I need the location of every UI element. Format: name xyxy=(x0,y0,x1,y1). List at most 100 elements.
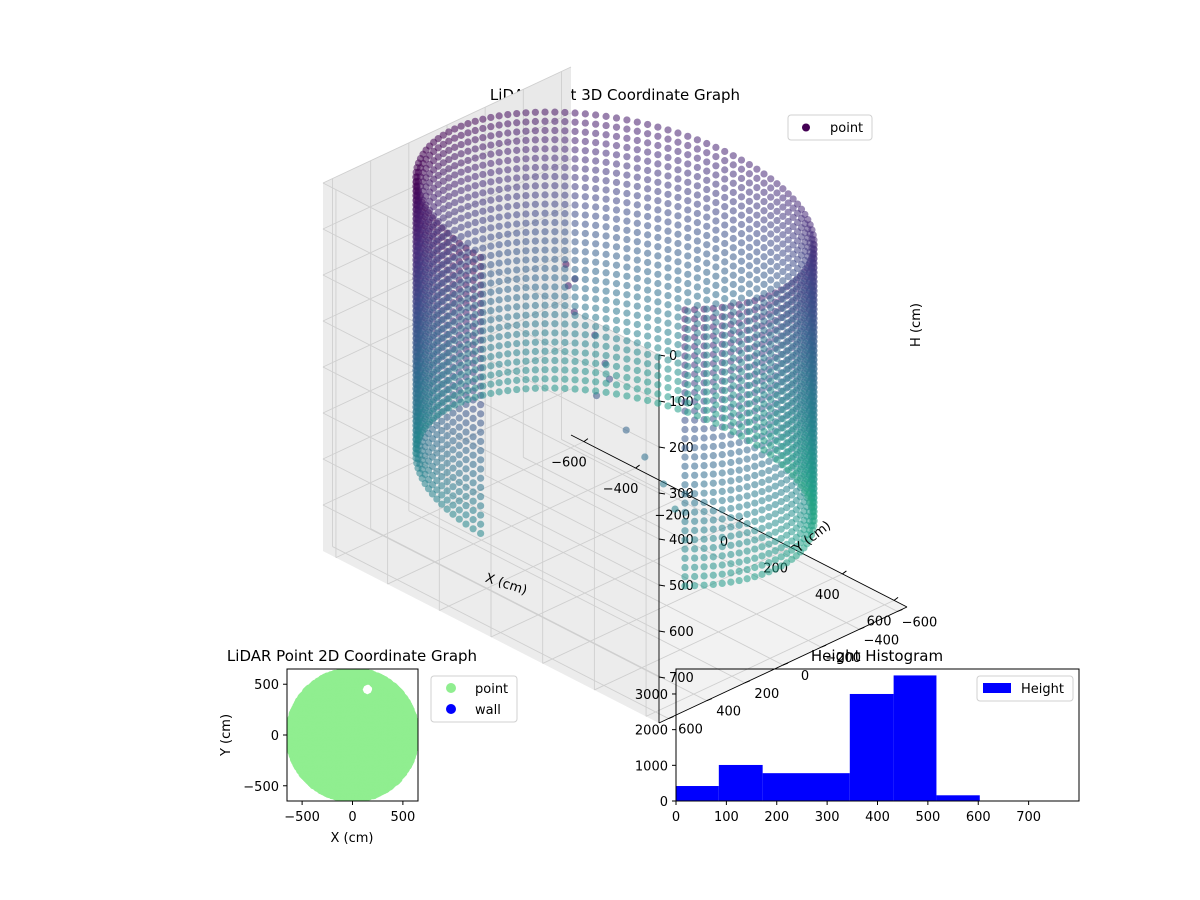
point-3d xyxy=(779,350,787,358)
point-3d xyxy=(729,253,737,261)
point-3d xyxy=(581,377,589,385)
point-3d xyxy=(729,271,737,279)
point-3d xyxy=(758,570,766,578)
point-3d xyxy=(504,304,512,312)
point-3d xyxy=(721,423,729,432)
point-3d xyxy=(471,172,479,181)
point-3d xyxy=(495,204,503,212)
point-3d xyxy=(767,221,775,229)
point-3d xyxy=(602,186,610,194)
point-3d xyxy=(445,155,453,164)
point-3d xyxy=(561,292,569,301)
point-3d xyxy=(451,217,459,225)
point-3d xyxy=(471,218,479,227)
point-3d xyxy=(773,437,781,445)
point-3d xyxy=(709,562,717,570)
point-3d xyxy=(789,222,797,231)
point-3d xyxy=(504,322,512,330)
point-3d xyxy=(477,456,485,464)
point-3d xyxy=(767,405,775,413)
point-3d xyxy=(581,331,589,339)
point-3d xyxy=(531,283,539,291)
point-3d xyxy=(612,215,621,223)
point-3d xyxy=(745,335,753,343)
point-3d xyxy=(644,369,652,377)
point-3d xyxy=(581,367,589,376)
point-3d xyxy=(438,463,446,471)
point-3d xyxy=(681,453,689,461)
point-3d xyxy=(477,465,485,473)
point-3d xyxy=(633,274,641,283)
point-3d xyxy=(602,121,610,130)
point-3d xyxy=(735,448,743,456)
point-3d xyxy=(541,338,549,346)
point-3d xyxy=(758,543,766,551)
point-3d xyxy=(789,397,797,405)
point-3d xyxy=(654,371,662,380)
point-3d xyxy=(455,488,463,496)
point-3d xyxy=(479,198,487,206)
point-3d xyxy=(462,446,470,455)
point-3d xyxy=(735,530,743,539)
point-3d xyxy=(551,218,559,227)
point-3d xyxy=(674,276,682,284)
point-3d xyxy=(531,200,539,208)
point-3d xyxy=(541,117,549,125)
point-3d xyxy=(773,290,781,298)
point-3d xyxy=(455,478,463,487)
point-3d xyxy=(691,490,699,498)
point-3d xyxy=(773,262,781,271)
point-3d xyxy=(777,498,785,506)
point-3d xyxy=(654,381,662,389)
point-3d xyxy=(541,384,549,392)
point-3d xyxy=(445,404,453,412)
point-3d xyxy=(469,433,477,441)
point-3d xyxy=(681,416,689,424)
point-3d xyxy=(684,408,692,416)
h-tick-3d xyxy=(658,630,666,633)
point-3d xyxy=(751,554,759,562)
point-3d xyxy=(633,201,641,209)
point-3d xyxy=(753,248,761,256)
point-3d xyxy=(471,274,479,282)
point-3d xyxy=(745,289,753,297)
point-3d xyxy=(541,255,549,263)
point-3d xyxy=(457,269,465,277)
point-3d xyxy=(767,211,775,220)
point-3d xyxy=(773,226,781,234)
point-3d xyxy=(434,319,442,327)
point-3d xyxy=(751,462,759,470)
point-3d xyxy=(777,479,785,487)
point-3d xyxy=(745,252,753,261)
point-3d xyxy=(760,308,768,316)
point-3d xyxy=(623,208,631,216)
point-3d xyxy=(592,350,600,358)
point-3d xyxy=(789,287,797,295)
point-3d xyxy=(654,270,662,278)
point-3d xyxy=(789,250,797,258)
point-3d xyxy=(691,471,699,479)
point-3d xyxy=(760,188,768,196)
point-3d xyxy=(735,457,743,465)
floor-grid-y xyxy=(523,456,860,630)
point-3d xyxy=(541,320,549,328)
point-3d xyxy=(703,351,711,359)
point-3d xyxy=(445,395,453,403)
point-3d xyxy=(487,279,495,287)
point-3d xyxy=(700,443,708,451)
point-3d xyxy=(479,262,487,271)
point-3d xyxy=(487,380,495,388)
point-3d xyxy=(721,157,729,165)
point-3d xyxy=(513,247,521,256)
point-3d xyxy=(464,396,472,404)
point-3d xyxy=(479,299,487,307)
point-3d xyxy=(462,465,470,473)
point-3d xyxy=(592,341,600,349)
point-3d xyxy=(674,193,682,202)
point-3d xyxy=(581,248,589,256)
point-3d xyxy=(729,336,737,344)
point-3d xyxy=(571,247,579,255)
point-3d xyxy=(721,377,729,386)
point-3d xyxy=(464,239,472,247)
point-3d xyxy=(457,324,465,333)
